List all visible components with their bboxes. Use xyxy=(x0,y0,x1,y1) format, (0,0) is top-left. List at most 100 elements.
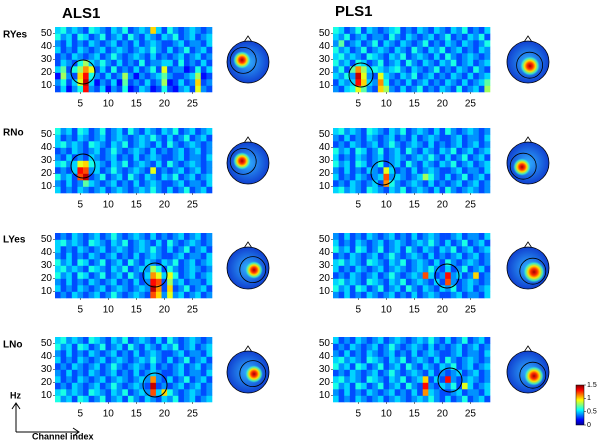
heatmap-cell xyxy=(372,154,379,161)
topo-roi xyxy=(229,147,257,175)
heatmap-cell xyxy=(428,33,435,41)
heatmap-cell xyxy=(377,141,384,148)
heatmap-cell xyxy=(361,186,367,194)
heatmap-cell xyxy=(144,291,151,299)
heatmap-cell xyxy=(55,53,61,60)
heatmap-cell xyxy=(478,79,485,86)
heatmap-cell xyxy=(122,356,129,364)
heatmap-cell xyxy=(417,337,424,344)
heatmap-cell xyxy=(484,154,491,161)
heatmap-cell xyxy=(55,72,61,80)
heatmap-cell xyxy=(394,278,401,286)
heatmap-cell xyxy=(206,66,213,73)
heatmap-cell xyxy=(338,53,345,60)
heatmap-cell xyxy=(189,134,196,142)
heatmap-cell xyxy=(344,259,351,266)
heatmap-cell xyxy=(189,85,196,93)
heatmap-cell xyxy=(428,186,435,194)
heatmap-cell xyxy=(372,85,379,93)
heatmap-cell xyxy=(445,40,452,47)
heatmap-cell xyxy=(99,154,106,161)
heatmap-cell xyxy=(361,395,367,403)
heatmap-cell xyxy=(355,356,362,364)
heatmap-cell xyxy=(439,239,446,247)
heatmap-cell xyxy=(105,278,112,286)
heatmap-cell xyxy=(467,59,474,67)
heatmap-cell xyxy=(366,272,373,279)
heatmap-cell xyxy=(333,350,339,357)
heatmap-cell xyxy=(105,154,112,161)
heatmap-cell xyxy=(417,173,424,181)
heatmap-cell xyxy=(478,382,485,390)
heatmap-cell xyxy=(377,128,384,135)
heatmap-cell xyxy=(189,389,196,396)
heatmap-cell xyxy=(55,350,61,357)
heatmap-cell xyxy=(77,239,84,247)
heatmap-cell xyxy=(161,239,168,247)
heatmap-cell xyxy=(111,246,117,253)
heatmap-cell xyxy=(60,291,67,299)
heatmap-cell xyxy=(83,233,89,240)
heatmap-cell xyxy=(484,389,491,396)
heatmap-cell xyxy=(189,66,196,73)
heatmap-cell xyxy=(473,53,480,60)
heatmap-cell xyxy=(116,33,123,41)
heatmap-cell xyxy=(433,376,440,383)
heatmap-cell xyxy=(167,154,174,161)
roi-circle xyxy=(370,160,396,186)
heatmap-cell xyxy=(461,382,468,390)
heatmap-cell xyxy=(200,285,207,292)
heatmap-cell xyxy=(122,382,129,390)
heatmap-cell xyxy=(439,27,446,34)
heatmap-cell xyxy=(478,53,485,60)
heatmap-cell xyxy=(183,233,190,240)
heatmap-cell xyxy=(433,356,440,364)
heatmap-cell xyxy=(377,382,384,390)
heatmap-cell xyxy=(478,246,485,253)
heatmap-cell xyxy=(428,272,435,279)
heatmap-cell xyxy=(467,173,474,181)
heatmap-cell xyxy=(473,66,480,73)
heatmap-cell xyxy=(167,167,174,174)
y-tick-label: 50 xyxy=(319,129,331,140)
heatmap-cell xyxy=(445,369,452,377)
heatmap-cell xyxy=(383,252,390,260)
x-tick-label: 15 xyxy=(409,305,421,316)
heatmap-cell xyxy=(450,239,457,247)
heatmap-cell xyxy=(461,265,468,273)
heatmap-cell xyxy=(183,363,190,370)
heatmap-cell xyxy=(105,285,112,292)
heatmap-cell xyxy=(77,147,84,155)
heatmap-cell xyxy=(183,40,190,47)
heatmap-cell xyxy=(433,363,440,370)
heatmap-cell xyxy=(189,278,196,286)
heatmap-cell xyxy=(133,265,140,273)
heatmap-cell xyxy=(333,173,339,181)
heatmap-cell xyxy=(422,265,429,273)
heatmap-cell xyxy=(77,167,84,174)
heatmap-cell xyxy=(206,389,213,396)
x-tick-label: 10 xyxy=(103,305,115,316)
heatmap-cell xyxy=(400,389,407,396)
heatmap-cell xyxy=(111,27,117,34)
heatmap-cell xyxy=(433,233,440,240)
heatmap-cell xyxy=(450,66,457,73)
heatmap-cell xyxy=(344,79,351,86)
heatmap-cell xyxy=(55,173,61,181)
heatmap-cell xyxy=(355,369,362,377)
heatmap-cell xyxy=(189,291,196,299)
heatmap-cell xyxy=(473,356,480,364)
heatmap-cell xyxy=(111,233,117,240)
heatmap-cell xyxy=(183,252,190,260)
heatmap-cell xyxy=(394,59,401,67)
heatmap-cell xyxy=(450,376,457,383)
heatmap-cell xyxy=(105,246,112,253)
heatmap-cell xyxy=(111,369,117,377)
heatmap-cell xyxy=(461,53,468,60)
heatmap-cell xyxy=(456,79,463,86)
heatmap-cell xyxy=(389,265,395,273)
heatmap-cell xyxy=(127,291,134,299)
heatmap-cell xyxy=(66,239,73,247)
heatmap-cell xyxy=(450,259,457,266)
heatmap-cell xyxy=(366,233,373,240)
